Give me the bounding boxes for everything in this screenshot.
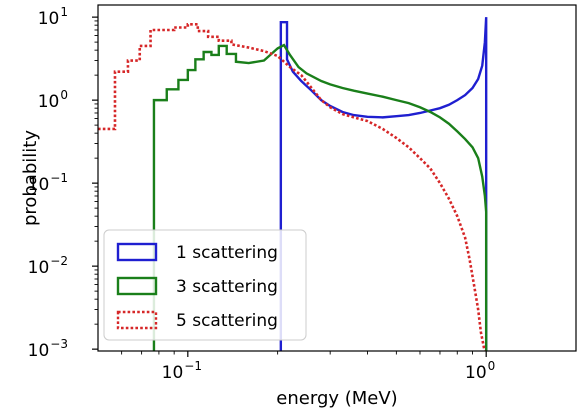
series-3-line [98, 22, 486, 351]
y-axis-label: probability [20, 130, 41, 226]
legend-swatch-1 [116, 242, 158, 262]
x-axis-label: energy (MeV) [276, 388, 397, 409]
series-2-line [152, 43, 488, 351]
legend-swatch-2 [116, 276, 158, 296]
legend-label-1: 1 scattering [176, 243, 278, 263]
series-1-line [279, 17, 488, 351]
legend: 1 scattering 3 scattering 5 scattering [103, 229, 307, 341]
legend-label-2: 3 scattering [176, 277, 278, 297]
x-tick-label: 10−1 [162, 359, 202, 383]
legend-box [103, 229, 307, 341]
series-layer [98, 17, 488, 351]
legend-label-3: 5 scattering [176, 311, 278, 331]
legend-swatch-3 [116, 310, 158, 330]
plot-frame [97, 4, 577, 352]
